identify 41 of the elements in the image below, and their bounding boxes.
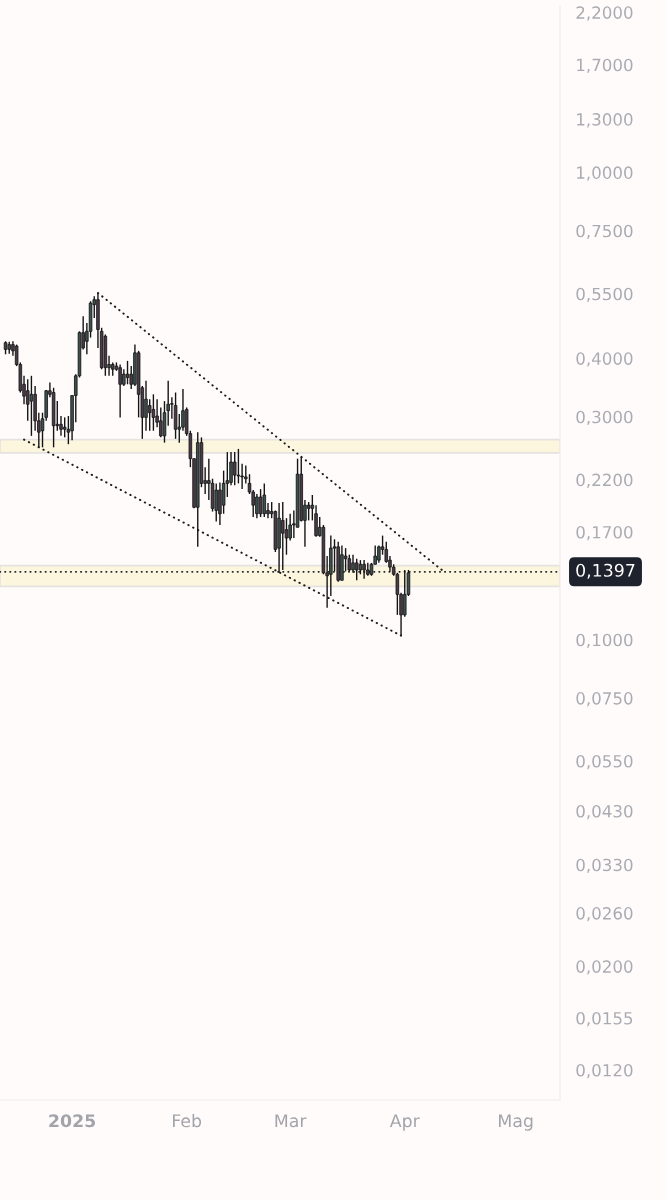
candlestick <box>151 393 156 432</box>
y-tick-label: 0,1000 <box>576 633 633 648</box>
y-tick-label: 0,7500 <box>576 224 633 240</box>
candlestick <box>147 398 152 432</box>
x-tick-label: 2025 <box>49 1114 96 1128</box>
y-tick-label: 0,0550 <box>576 754 633 770</box>
x-tick-label: Apr <box>389 1114 420 1131</box>
y-tick-label: 1,0000 <box>577 166 633 181</box>
y-tick-label: 0,0120 <box>576 1063 633 1079</box>
candlestick <box>354 558 359 581</box>
y-tick-label: 0,0260 <box>576 907 633 922</box>
y-tick-label: 1,3000 <box>577 113 633 128</box>
x-tick-label: Mar <box>275 1114 307 1128</box>
candlestick <box>118 363 122 419</box>
candlestick <box>236 448 241 485</box>
y-tick-label: 0,0330 <box>576 858 633 873</box>
y-tick-label: 0,0155 <box>576 1012 633 1027</box>
candlestick <box>173 391 178 440</box>
y-tick-label: 0,3000 <box>576 410 633 425</box>
y-tick-label: 0,2200 <box>576 473 633 488</box>
candlestick <box>214 482 218 523</box>
y-tick-label: 0,5500 <box>576 287 633 302</box>
candlestick <box>144 380 148 432</box>
candlestick <box>255 493 259 519</box>
y-tick-label: 0,0200 <box>576 960 633 975</box>
candlestick <box>351 554 355 574</box>
candlestick <box>306 501 311 522</box>
candlestick <box>262 482 267 518</box>
candlestick <box>362 559 366 580</box>
y-tick-label: 0,4000 <box>576 352 633 367</box>
y-tick-label: 0,0750 <box>576 692 633 707</box>
y-tick-label: 0,0430 <box>576 804 633 820</box>
x-tick-label: Mag <box>499 1114 533 1131</box>
ref-line-label: 0,1397 <box>576 563 635 579</box>
y-tick-label: 2,2000 <box>576 6 633 21</box>
y-tick-label: 1,7000 <box>577 58 633 73</box>
candlestick <box>232 451 237 486</box>
candlestick <box>281 501 285 571</box>
candlestick <box>403 569 407 618</box>
y-tick-label: 0,1700 <box>576 525 633 541</box>
x-tick-label: Feb <box>173 1113 202 1128</box>
